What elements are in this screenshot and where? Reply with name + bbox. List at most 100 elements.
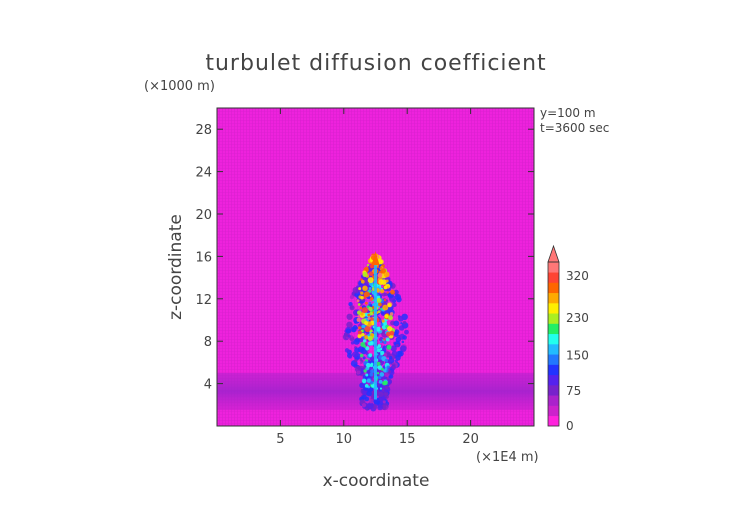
- plume-cell: [345, 328, 352, 334]
- plume-cell: [377, 376, 381, 379]
- plume-cell: [361, 324, 365, 329]
- plume-cell: [358, 326, 362, 330]
- plume-cell: [364, 301, 368, 305]
- plume-cell: [376, 361, 381, 366]
- plume-cell: [357, 303, 361, 306]
- plume-cell: [392, 365, 396, 369]
- plume-cell: [386, 379, 392, 385]
- colorbar-segment: [548, 354, 559, 365]
- y-tick-label: 24: [195, 166, 212, 181]
- plume-cell: [380, 350, 385, 355]
- plume-cell: [380, 327, 383, 331]
- plume-cell: [360, 295, 364, 300]
- plume-cell: [393, 320, 400, 327]
- plume-layer: [342, 251, 409, 412]
- plume-cell: [383, 380, 388, 386]
- plume-cell: [389, 312, 394, 316]
- plume-cell: [353, 338, 360, 345]
- plume-cell: [387, 303, 392, 308]
- colorbar-tick-label: 320: [566, 269, 589, 283]
- plume-cell: [386, 331, 391, 337]
- plume-cell: [355, 326, 358, 330]
- plume-cell: [386, 291, 389, 294]
- plume-cell: [368, 301, 372, 305]
- plume-cell: [397, 350, 404, 357]
- colorbar-tick-label: 75: [566, 384, 581, 398]
- plume-cell: [360, 291, 364, 295]
- plume-stem: [374, 261, 377, 400]
- plume-cell: [377, 391, 384, 398]
- y-tick-label: 20: [195, 208, 212, 223]
- colorbar-segment: [548, 415, 559, 427]
- x-tick-label: 10: [336, 432, 353, 447]
- plume-cell: [397, 315, 401, 318]
- x-tick-label: 15: [399, 432, 416, 447]
- plume-cell: [395, 343, 399, 347]
- plume-cell: [384, 385, 389, 390]
- plume-cell: [363, 369, 367, 373]
- y-axis-label: z-coordinate: [166, 214, 186, 320]
- plume-cell: [364, 266, 369, 271]
- plume-cell: [349, 305, 355, 311]
- plume-cell: [368, 353, 373, 358]
- plume-cell: [380, 367, 384, 371]
- plume-cell: [385, 279, 389, 283]
- plume-cell: [402, 335, 407, 340]
- colorbar-segment: [548, 272, 559, 283]
- plume-cell: [375, 326, 382, 332]
- plume-cell: [388, 315, 393, 321]
- plume-cell: [393, 289, 399, 295]
- plume-cell: [380, 347, 383, 351]
- plume-cell: [369, 297, 374, 301]
- plume-cell: [366, 263, 370, 267]
- plume-cell: [387, 293, 391, 297]
- plume-cell: [344, 348, 350, 353]
- colorbar-tick-label: 0: [566, 419, 574, 433]
- plume-cell: [361, 307, 368, 314]
- plume-cell: [390, 345, 397, 352]
- y-tick-label: 4: [204, 378, 212, 393]
- plume-cell: [366, 378, 371, 383]
- plume-cell: [383, 338, 386, 341]
- plume-cell: [369, 271, 374, 276]
- plume-cell: [359, 306, 363, 310]
- y-tick-label: 28: [195, 123, 212, 138]
- colorbar-segment: [548, 344, 559, 355]
- plume-cell: [369, 372, 374, 377]
- plume-cell: [359, 353, 364, 358]
- colorbar-segment: [548, 292, 559, 304]
- plume-cell: [381, 404, 387, 410]
- plume-cell: [362, 339, 367, 343]
- plume-cell: [395, 355, 401, 361]
- plume-cell: [361, 332, 365, 337]
- plume-cell: [404, 329, 409, 335]
- colorbar-segment: [548, 323, 559, 335]
- plume-cell: [370, 266, 373, 269]
- colorbar-segment: [548, 385, 559, 396]
- plume-cell: [364, 279, 369, 284]
- colorbar-segment: [548, 395, 559, 406]
- plume-cell: [384, 358, 389, 363]
- y-tick-label: 12: [195, 293, 212, 308]
- plume-cell: [382, 400, 386, 404]
- plume-cell: [364, 320, 369, 326]
- colorbar-segment: [548, 405, 559, 417]
- annotation-t: t=3600 sec: [540, 121, 609, 135]
- annotation-y: y=100 m: [540, 106, 596, 120]
- plume-cell: [350, 335, 353, 338]
- plume-cell: [365, 373, 369, 377]
- plume-cell: [358, 287, 362, 291]
- plume-cell: [351, 351, 358, 358]
- plume-cell: [360, 312, 364, 316]
- x-tick-label: 20: [462, 432, 479, 447]
- plume-cell: [349, 295, 354, 300]
- plume-cell: [354, 358, 358, 363]
- plume-cell: [370, 369, 375, 374]
- plume-cell: [385, 337, 390, 342]
- plume-cell: [367, 313, 371, 317]
- plume-cell: [386, 365, 390, 369]
- plume-cell: [383, 298, 387, 302]
- plume-cell: [378, 302, 382, 307]
- plume-cell: [378, 379, 383, 384]
- plume-cell: [400, 321, 403, 325]
